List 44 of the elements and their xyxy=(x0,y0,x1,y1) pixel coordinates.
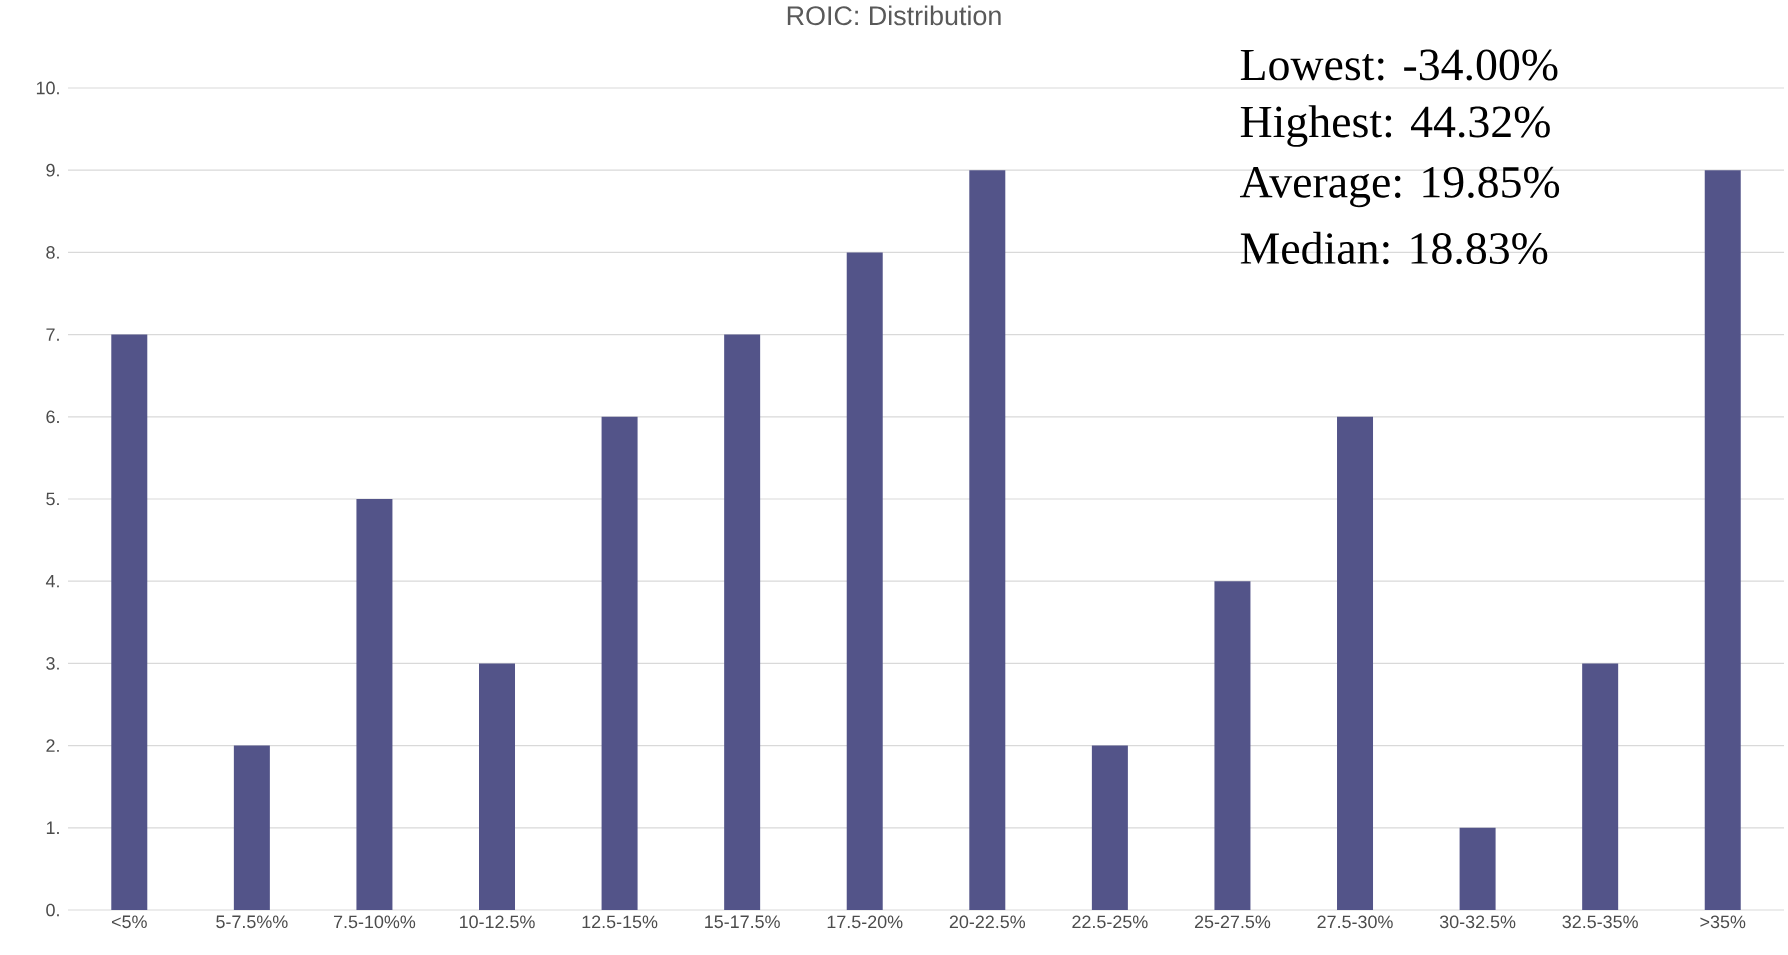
annotation: Average: 19.85% xyxy=(1239,166,1560,208)
bar xyxy=(846,252,883,910)
y-tick-label: 6. xyxy=(46,410,59,424)
y-tick-label: 10. xyxy=(36,81,59,95)
x-tick-label: 32.5-35% xyxy=(1562,915,1638,929)
annotation: Median: 18.83% xyxy=(1240,231,1548,265)
bar xyxy=(1704,170,1741,910)
x-tick-label: 12.5-15% xyxy=(582,915,658,929)
x-tick-label: 30-32.5% xyxy=(1439,915,1516,929)
bar xyxy=(601,416,638,910)
x-tick-label: 15-17.5% xyxy=(705,915,780,929)
annotation: Highest: 44.32% xyxy=(1240,105,1550,147)
x-tick-label: 17.5-20% xyxy=(827,915,903,929)
bar xyxy=(1337,416,1374,910)
x-tick-label: 10-12.5% xyxy=(459,915,535,929)
x-tick-label: 22.5-25% xyxy=(1072,915,1148,929)
chart-title: ROIC: Distribution xyxy=(787,5,1001,26)
y-tick-label: 2. xyxy=(46,739,59,752)
y-tick-label: 3. xyxy=(46,657,59,670)
bar xyxy=(356,498,393,910)
y-tick-label: 5. xyxy=(46,492,59,506)
bar xyxy=(724,334,761,910)
x-tick-label: 25-27.5% xyxy=(1194,915,1271,929)
bar xyxy=(111,334,148,910)
text: Lowest: -34.00% xyxy=(1240,49,1558,81)
bar xyxy=(233,745,270,910)
y-tick-label: 7. xyxy=(46,328,59,341)
x-tick-label: >35% xyxy=(1700,915,1746,929)
bar xyxy=(969,170,1006,910)
x-tick-label: 27.5-30% xyxy=(1317,915,1393,929)
bar xyxy=(1582,663,1619,910)
bar xyxy=(1091,745,1128,910)
y-tick-label: 8. xyxy=(46,246,59,259)
y-tick-label: 9. xyxy=(46,163,59,177)
bar xyxy=(1459,827,1496,910)
bar xyxy=(479,663,516,910)
x-tick-label: 20-22.5% xyxy=(949,915,1026,929)
x-tick-label: 5-7.5%% xyxy=(216,915,288,929)
y-tick-label: 1. xyxy=(46,821,59,834)
x-tick-label: 7.5-10%% xyxy=(333,915,416,929)
y-tick-label: 0. xyxy=(46,903,59,917)
x-tick-label: <5% xyxy=(111,915,147,929)
y-tick-label: 4. xyxy=(45,575,59,588)
bar xyxy=(1214,581,1251,910)
